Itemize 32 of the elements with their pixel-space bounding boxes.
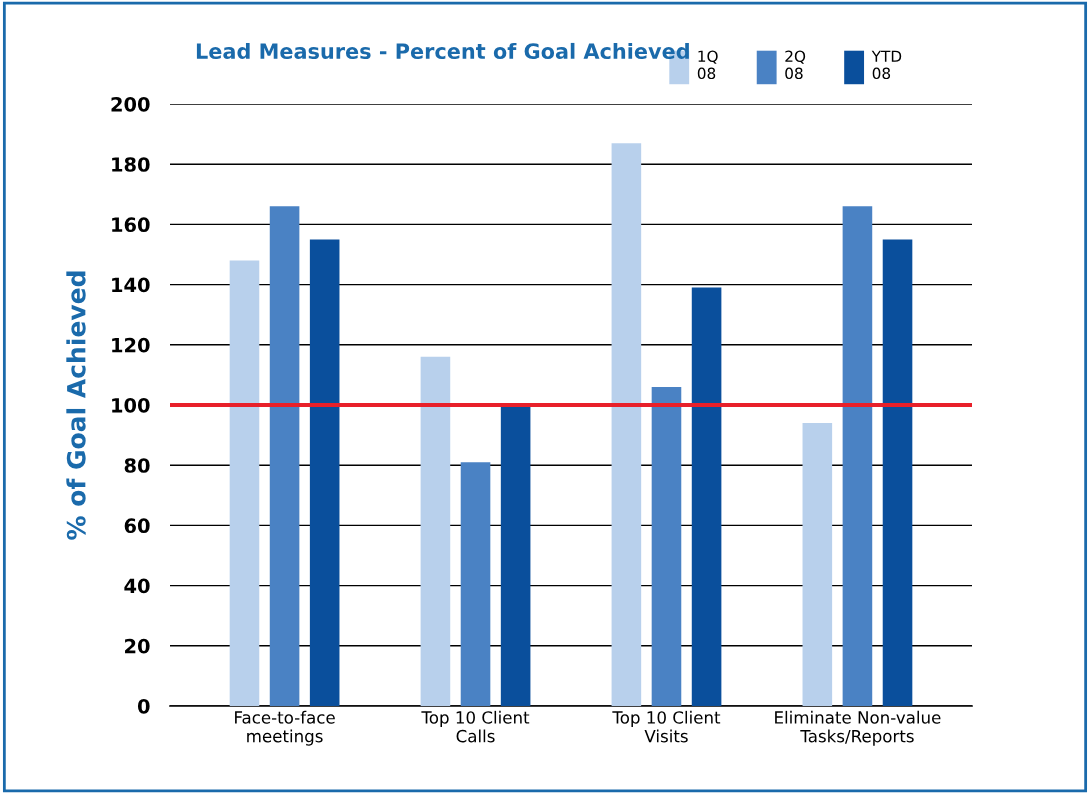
- x-tick-label: Top 10 Client Calls: [421, 710, 530, 743]
- x-tick-label: Top 10 Client Visits: [612, 710, 721, 743]
- bar: [611, 143, 642, 706]
- legend-label: 1Q 08: [697, 50, 718, 80]
- x-tick-label: Eliminate Non-value Tasks/Reports: [775, 710, 941, 746]
- legend-label: YTD 08: [871, 50, 902, 80]
- y-axis-title: % of Goal Achieved: [66, 271, 86, 540]
- y-tick-label: 60: [124, 518, 150, 534]
- bar: [460, 462, 491, 706]
- y-tick-label: 160: [112, 217, 150, 233]
- bar: [651, 386, 682, 706]
- legend-label: 2Q 08: [785, 50, 806, 80]
- bar: [802, 423, 833, 706]
- bar: [882, 239, 913, 706]
- y-tick-label: 20: [125, 638, 150, 654]
- bar: [269, 206, 300, 706]
- chart-title: Lead Measures - Percent of Goal Achieved: [196, 42, 689, 60]
- bar: [842, 206, 873, 706]
- y-tick-label: 180: [112, 157, 150, 172]
- bar: [309, 239, 340, 706]
- bar: [229, 260, 260, 706]
- y-tick-label: 100: [112, 397, 150, 413]
- bar: [691, 287, 722, 706]
- y-tick-label: 140: [112, 277, 150, 293]
- y-tick-label: 0: [137, 698, 150, 714]
- bar: [420, 356, 451, 706]
- y-tick-label: 200: [111, 96, 150, 112]
- y-tick-label: 80: [124, 458, 150, 473]
- y-tick-label: 120: [112, 337, 150, 353]
- y-tick-label: 40: [124, 578, 150, 594]
- bar: [500, 405, 531, 706]
- x-tick-label: Face-to-face meetings: [235, 710, 335, 746]
